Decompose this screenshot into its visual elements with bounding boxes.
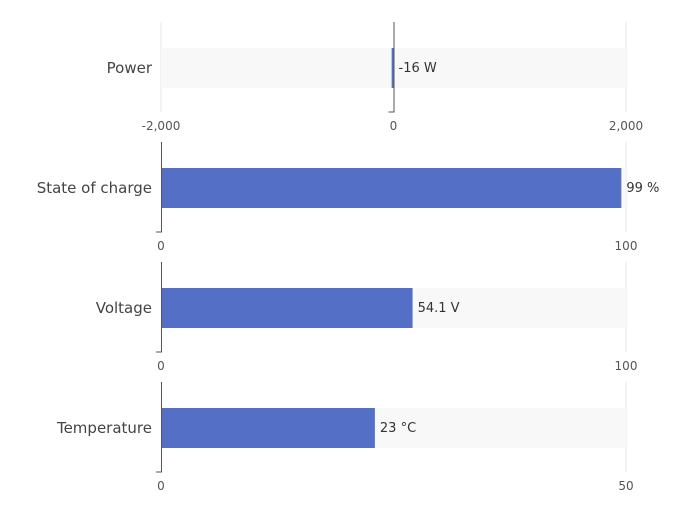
bar [161,168,622,208]
data-label: 54.1 V [418,301,460,316]
category-label: State of charge [37,179,152,197]
gauge-panel-power: Power -16 W -2,000 0 2,000 [107,22,643,133]
tick-label: 50 [618,479,633,493]
tick-label: 0 [157,479,165,493]
tick-label: 2,000 [609,119,643,133]
tick-label: 0 [157,359,165,373]
category-label: Temperature [56,419,152,437]
bar [161,288,413,328]
tick-label: 100 [615,359,638,373]
category-label: Power [107,59,153,77]
axis-line [156,382,162,473]
tick-label: -2,000 [142,119,181,133]
axis-line [156,262,162,353]
tick-label: 0 [390,119,398,133]
gauge-panel-temperature: Temperature 23 °C 0 50 [56,382,634,493]
tick-label: 0 [157,239,165,253]
category-label: Voltage [96,299,152,317]
bar [161,408,375,448]
axis-line [388,22,395,113]
axis-line [156,142,162,233]
tick-label: 100 [615,239,638,253]
gauge-panel-voltage: Voltage 54.1 V 0 100 [96,262,638,373]
data-label: 23 °C [380,421,416,436]
data-label: -16 W [399,61,437,76]
bar [391,48,394,88]
data-label: 99 % [626,181,659,196]
gauge-panel-state-of-charge: State of charge 99 % 0 100 [37,142,659,253]
